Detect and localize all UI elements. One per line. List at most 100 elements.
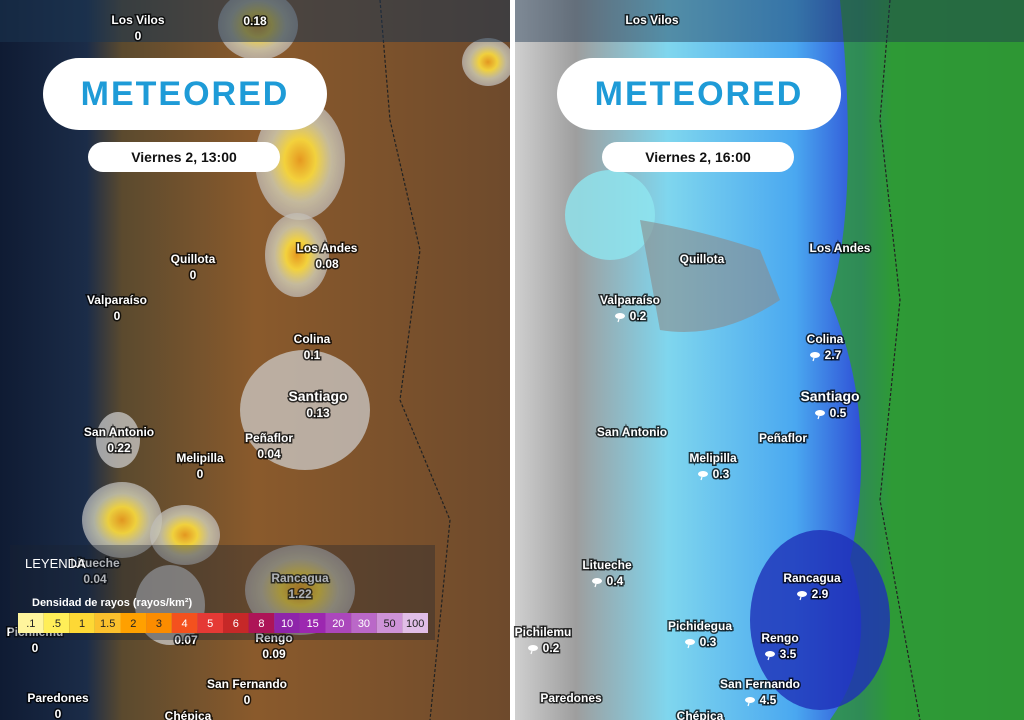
legend-swatch — [299, 613, 326, 633]
legend-label: 2 — [130, 618, 136, 630]
legend-swatch — [120, 613, 147, 633]
rain-icon-cloud — [765, 651, 775, 657]
legend-subtitle: Densidad de rayos (rayos/km²) — [32, 597, 193, 609]
storm — [240, 350, 370, 470]
legend-swatch — [351, 613, 377, 633]
storm — [150, 505, 220, 565]
legend-label: 20 — [332, 618, 344, 630]
place-name: San Antonio — [84, 425, 154, 439]
rain-icon-cloud — [592, 578, 602, 584]
legend-swatch — [197, 613, 223, 633]
place-value: 0 — [135, 29, 142, 43]
rain-icon — [685, 639, 695, 649]
legend-label: .1 — [26, 618, 35, 630]
place-value: 0 — [190, 268, 197, 282]
place-value: 4.5 — [760, 693, 777, 707]
place-name: Litueche — [582, 558, 632, 572]
rain-icon-cloud — [685, 639, 695, 645]
rain-icon-drop — [812, 357, 815, 362]
place-name: Chépica — [165, 709, 212, 720]
legend-label: 6 — [233, 618, 239, 630]
top-strip — [0, 0, 510, 42]
rain-icon-cloud — [745, 697, 755, 703]
place-value: 2.9 — [812, 587, 829, 601]
place-value: 0.2 — [630, 309, 647, 323]
rain-icon — [810, 352, 820, 362]
dry-area — [640, 220, 780, 332]
place-value: 0.04 — [83, 572, 107, 586]
border — [379, 0, 451, 720]
place-name: Peñaflor — [759, 431, 807, 445]
place-name: Valparaíso — [600, 293, 660, 307]
place-name: Santiago — [800, 388, 859, 404]
rain-icon-cloud — [698, 471, 708, 477]
brand-logo: METEORED — [595, 75, 804, 113]
place-value: 2.7 — [825, 348, 842, 362]
place-value: 0.2 — [543, 641, 560, 655]
rain-icon-drop — [767, 656, 770, 661]
place-value: 0.5 — [830, 406, 847, 420]
rain-icon-drop — [799, 596, 802, 601]
rain-icon — [615, 313, 625, 323]
rain-icon — [765, 651, 775, 661]
place-name: San Fernando — [207, 677, 287, 691]
lightning-areas — [82, 0, 510, 645]
legend-swatch — [223, 613, 249, 633]
place-value: 0 — [114, 309, 121, 323]
rain-icon-cloud — [528, 645, 538, 651]
place-name: Los Vilos — [111, 13, 164, 27]
legend-title: LEYENDA — [25, 556, 86, 571]
storm — [245, 545, 355, 635]
legend-swatch — [376, 613, 403, 633]
rain-icon-drop — [594, 583, 597, 588]
place-name: Litueche — [70, 556, 120, 570]
rain-icon — [745, 697, 755, 707]
heavy-rain — [750, 530, 890, 710]
legend-swatch — [94, 613, 121, 633]
rain-icon-drop — [617, 318, 620, 323]
legend-label: 30 — [358, 618, 370, 630]
time-pill — [602, 142, 794, 172]
place-name: Paredones — [540, 691, 602, 705]
legend-label: 1.5 — [100, 618, 115, 630]
place-name: Quillota — [171, 252, 216, 266]
legend-label: 4 — [182, 618, 188, 630]
legend-swatch — [146, 613, 172, 633]
place-name: Rancagua — [783, 571, 841, 585]
legend-label: 3 — [156, 618, 162, 630]
place-name: Santiago — [288, 388, 347, 404]
top-strip — [515, 0, 1024, 42]
place-name: Colina — [807, 332, 844, 346]
rain-icon-cloud — [815, 410, 825, 416]
time-pill — [88, 142, 280, 172]
legend-swatch — [18, 613, 44, 633]
rain-icon — [797, 591, 807, 601]
place-name: Quillota — [680, 252, 725, 266]
rain-area — [565, 170, 655, 260]
place-value: 0.18 — [243, 14, 267, 28]
place-value: 0.07 — [174, 633, 198, 647]
place-name: Melipilla — [689, 451, 737, 465]
place-name: Rengo — [761, 631, 798, 645]
rain-icon-drop — [747, 702, 750, 707]
legend-label: 50 — [383, 618, 395, 630]
place-value: 3.5 — [780, 647, 797, 661]
place-name: Paredones — [27, 691, 89, 705]
place-value: 0 — [244, 693, 251, 707]
place-value: 0.1 — [304, 348, 321, 362]
rain-icon-cloud — [797, 591, 807, 597]
place-value: 1.22 — [288, 587, 312, 601]
legend-label: 10 — [281, 618, 293, 630]
place-name: Melipilla — [176, 451, 224, 465]
place-name: Pichidegua — [668, 619, 732, 633]
legend-label: 1 — [79, 618, 85, 630]
place-name: Los Andes — [297, 241, 358, 255]
logo-pill — [43, 58, 327, 130]
place-value: 0.3 — [713, 467, 730, 481]
place-value: 0.3 — [700, 635, 717, 649]
legend-swatch — [274, 613, 300, 633]
legend-swatch — [248, 613, 275, 633]
storm — [96, 412, 140, 468]
legend-label: 100 — [406, 618, 424, 630]
place-name: Peñaflor — [245, 431, 293, 445]
